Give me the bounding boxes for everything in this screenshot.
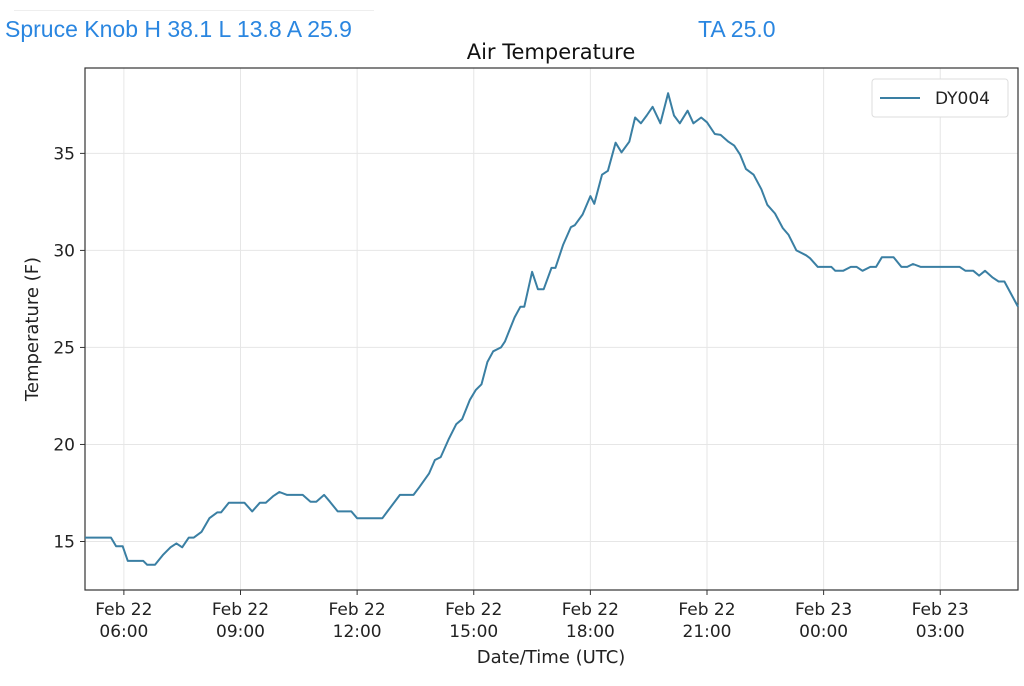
x-tick-label-date: Feb 22 (678, 600, 735, 620)
x-tick-label-date: Feb 22 (562, 600, 619, 620)
legend-box (871, 78, 1009, 118)
y-tick-label: 25 (53, 338, 75, 358)
y-tick-label: 30 (53, 241, 75, 261)
y-tick-label: 15 (53, 532, 75, 552)
x-tick-label-date: Feb 23 (795, 600, 852, 620)
legend-label: DY004 (935, 89, 990, 109)
x-tick-label-date: Feb 22 (95, 600, 152, 620)
x-tick-label-time: 09:00 (216, 622, 265, 642)
current-temperature: TA 25.0 (698, 16, 776, 42)
x-tick-label-time: 06:00 (99, 622, 148, 642)
x-tick-label-time: 12:00 (333, 622, 382, 642)
y-tick-label: 35 (53, 144, 75, 164)
x-tick-label-time: 00:00 (799, 622, 848, 642)
chart-title: Air Temperature (467, 40, 636, 64)
x-tick-label-time: 03:00 (916, 622, 965, 642)
x-tick-label-date: Feb 23 (912, 600, 969, 620)
x-axis-label: Date/Time (UTC) (477, 647, 626, 668)
header-divider (14, 10, 374, 11)
series-line-dy004 (85, 92, 1019, 566)
legend: DY004 (871, 78, 1009, 118)
plot-frame (84, 67, 1019, 591)
x-tick-label-time: 21:00 (683, 622, 732, 642)
y-tick-label: 20 (53, 435, 75, 455)
x-tick-label-date: Feb 22 (212, 600, 269, 620)
x-tick-label-time: 18:00 (566, 622, 615, 642)
y-axis-label: Temperature (F) (22, 257, 43, 402)
grid (85, 68, 1018, 590)
x-tick-label-date: Feb 22 (445, 600, 502, 620)
station-summary: Spruce Knob H 38.1 L 13.8 A 25.9 (5, 16, 352, 42)
x-tick-label-time: 15:00 (449, 622, 498, 642)
x-tick-label-date: Feb 22 (329, 600, 386, 620)
